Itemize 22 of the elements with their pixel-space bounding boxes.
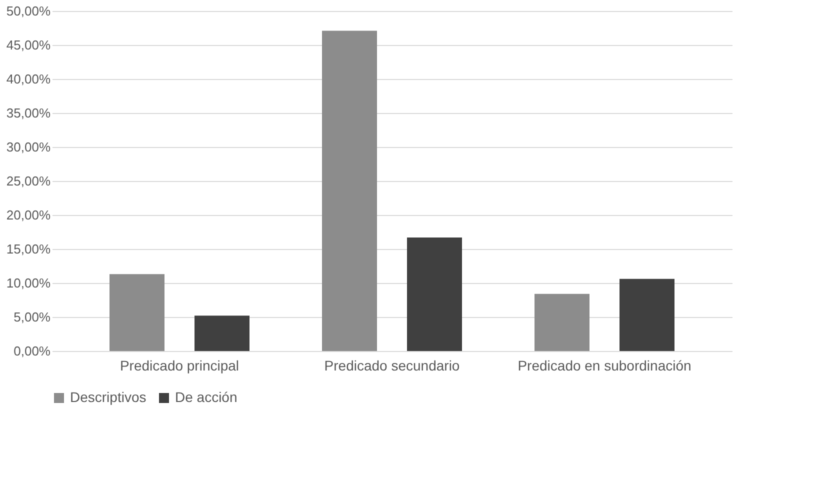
y-tick-label: 35,00% [6, 106, 51, 120]
bar [534, 294, 590, 351]
y-tick-label: 15,00% [6, 242, 51, 256]
y-tick-label: 40,00% [6, 72, 51, 86]
y-tick-label: 0,00% [14, 344, 51, 358]
y-tick-label: 50,00% [6, 4, 51, 18]
y-tick-label: 25,00% [6, 174, 51, 188]
y-tick-label: 10,00% [6, 276, 51, 290]
legend-label: De acción [175, 389, 238, 405]
bar [194, 316, 250, 351]
bar [322, 30, 377, 351]
bar [110, 274, 164, 351]
legend-label: Descriptivos [70, 389, 146, 405]
x-tick-label: Predicado principal [120, 358, 240, 374]
y-tick-label: 45,00% [6, 38, 51, 52]
x-tick-label: Predicado secundario [324, 358, 460, 374]
y-tick-label: 20,00% [6, 208, 51, 222]
bar [407, 237, 462, 351]
y-tick-label: 30,00% [6, 140, 51, 154]
x-tick-label: Predicado en subordinación [518, 358, 692, 374]
y-tick-label: 5,00% [14, 310, 51, 324]
bar [620, 278, 674, 351]
